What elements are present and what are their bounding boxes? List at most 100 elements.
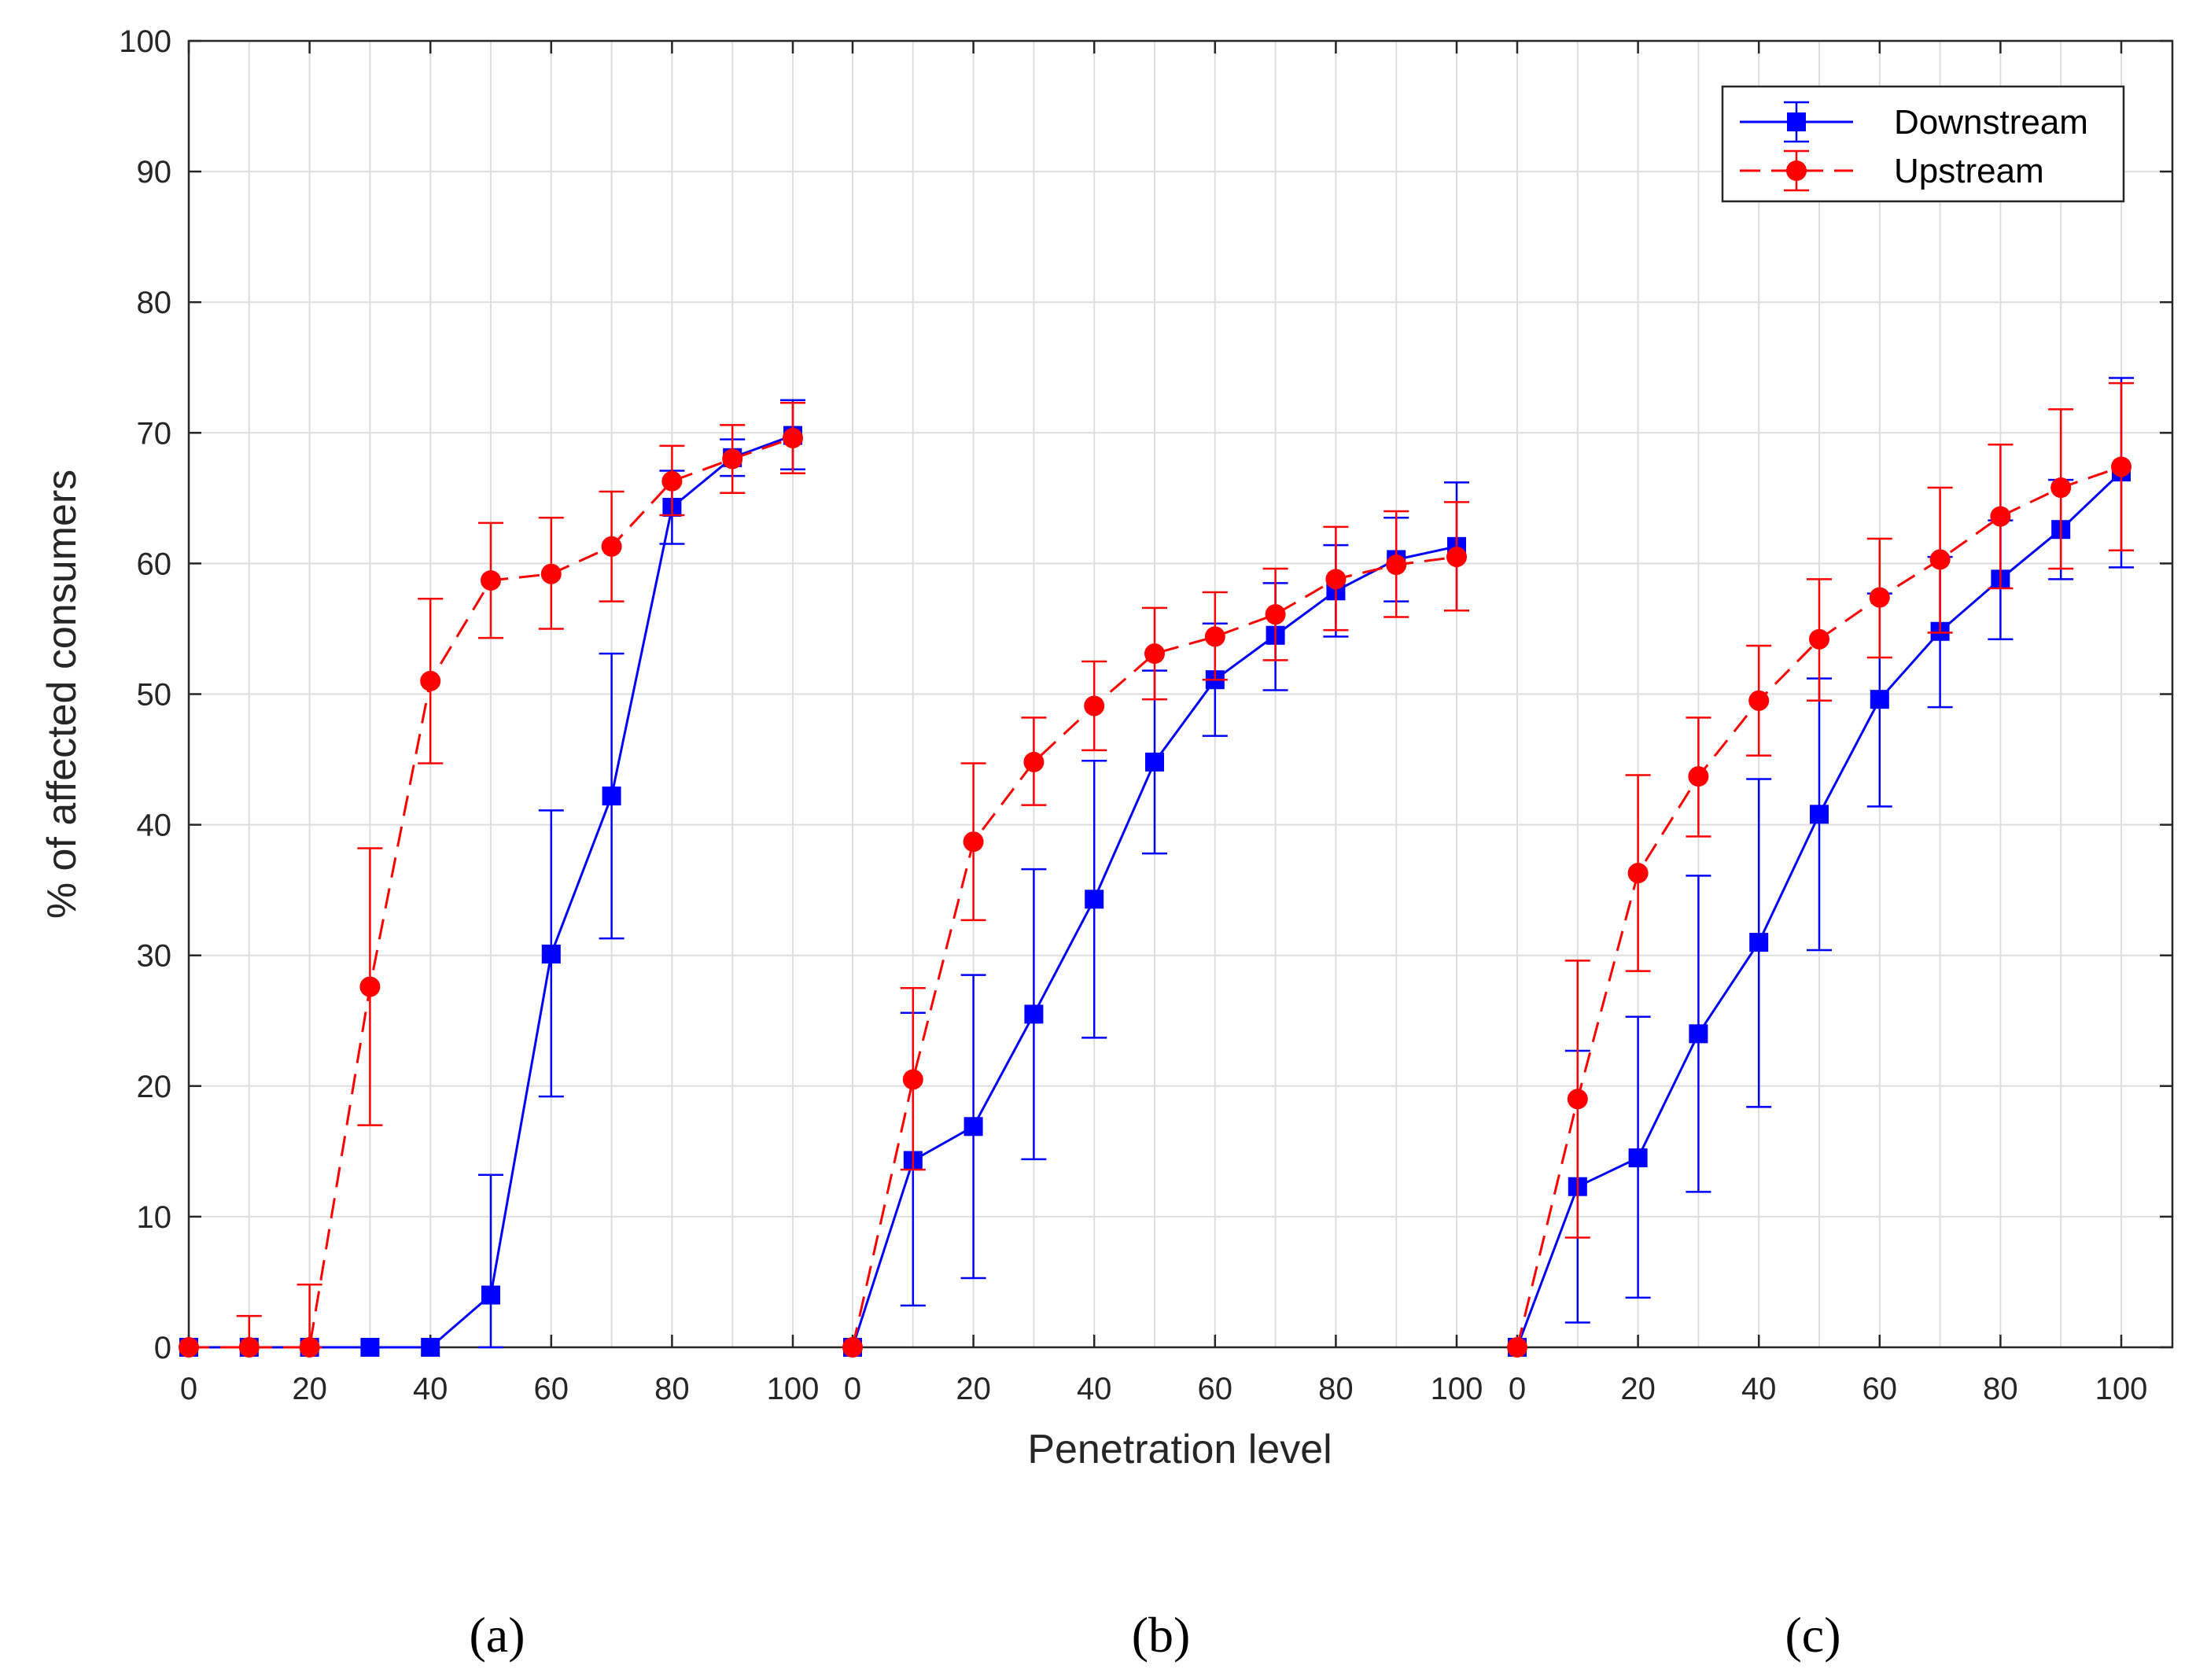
y-tick-label: 70 — [137, 416, 172, 451]
y-axis-title: % of affected consumers — [39, 470, 85, 919]
data-point-upstream — [1567, 1089, 1588, 1110]
legend-marker — [1786, 160, 1807, 181]
data-point-downstream — [541, 945, 561, 964]
data-point-upstream — [661, 470, 683, 492]
x-tick-label: 60 — [534, 1372, 569, 1406]
data-point-downstream — [481, 1285, 500, 1305]
series-upstream-panel-1 — [179, 401, 805, 1358]
x-tick-label: 20 — [1620, 1372, 1656, 1406]
x-tick-label: 100 — [767, 1372, 820, 1406]
data-point-upstream — [1265, 604, 1286, 625]
data-point-upstream — [601, 536, 622, 557]
data-point-upstream — [299, 1337, 320, 1358]
data-point-downstream — [1145, 752, 1164, 772]
y-tick-label: 90 — [137, 155, 172, 190]
data-point-upstream — [1084, 695, 1105, 717]
x-tick-label: 80 — [1983, 1372, 2018, 1406]
panel-caption: (c) — [1785, 1607, 1840, 1663]
data-point-upstream — [2111, 456, 2131, 477]
series-upstream-panel-2 — [842, 501, 1469, 1358]
x-tick-label: 60 — [1863, 1372, 1898, 1406]
data-point-upstream — [783, 427, 803, 448]
data-point-upstream — [1507, 1337, 1527, 1358]
x-tick-label: 0 — [180, 1372, 197, 1406]
data-point-upstream — [359, 976, 381, 997]
grid — [189, 41, 2172, 1347]
y-tick-label: 60 — [137, 547, 172, 581]
data-point-downstream — [1810, 805, 1829, 824]
data-series — [179, 377, 2134, 1358]
panel-captions: (a) (b) (c) — [469, 1607, 1840, 1663]
legend-label-upstream: Upstream — [1894, 152, 2044, 190]
data-point-downstream — [1689, 1024, 1708, 1044]
data-point-downstream — [602, 787, 621, 806]
data-point-upstream — [902, 1069, 923, 1090]
x-tick-label: 60 — [1198, 1372, 1233, 1406]
data-point-upstream — [1386, 554, 1407, 576]
data-point-upstream — [1144, 643, 1165, 665]
x-tick-label: 20 — [292, 1372, 327, 1406]
x-tick-label: 100 — [1431, 1372, 1483, 1406]
legend-swatch-downstream — [1740, 101, 1853, 143]
data-point-upstream — [722, 448, 743, 470]
y-tick-label: 40 — [137, 809, 172, 843]
data-point-upstream — [540, 563, 562, 584]
y-tick-label: 0 — [154, 1331, 171, 1365]
x-tick-label: 0 — [1509, 1372, 1526, 1406]
data-point-downstream — [1749, 933, 1769, 952]
x-tick-label: 80 — [1318, 1372, 1354, 1406]
data-point-upstream — [1446, 547, 1467, 568]
x-tick-label: 40 — [1741, 1372, 1777, 1406]
x-tick-label: 40 — [413, 1372, 448, 1406]
data-point-upstream — [481, 569, 501, 591]
data-point-upstream — [1809, 628, 1829, 650]
y-tick-label: 80 — [137, 286, 172, 320]
legend: Downstream Upstream — [1721, 85, 2125, 203]
panel-caption: (b) — [1132, 1607, 1191, 1663]
data-point-downstream — [421, 1338, 440, 1357]
data-point-downstream — [1870, 690, 1889, 709]
data-point-upstream — [1748, 690, 1770, 711]
legend-marker — [1787, 112, 1806, 131]
x-tick-label: 20 — [956, 1372, 991, 1406]
panel-caption: (a) — [469, 1607, 525, 1663]
data-point-upstream — [1204, 626, 1225, 647]
legend-swatch-upstream — [1740, 149, 1853, 192]
data-point-upstream — [1869, 587, 1890, 608]
legend-label-downstream: Downstream — [1894, 103, 2088, 142]
x-tick-label: 0 — [844, 1372, 861, 1406]
y-tick-label: 20 — [137, 1070, 172, 1104]
y-tick-label: 30 — [137, 939, 172, 974]
axes-box — [187, 39, 2174, 1349]
data-point-upstream — [1325, 569, 1347, 590]
data-point-upstream — [1627, 863, 1649, 884]
data-point-upstream — [1688, 766, 1709, 787]
data-point-upstream — [179, 1337, 199, 1358]
data-point-upstream — [420, 670, 441, 691]
data-point-upstream — [238, 1337, 260, 1358]
data-point-downstream — [1024, 1004, 1044, 1024]
error-bar-downstream — [478, 1173, 503, 1349]
data-point-downstream — [1628, 1148, 1648, 1168]
data-point-upstream — [1929, 549, 1951, 570]
x-axis-title: Penetration level — [1027, 1427, 1332, 1472]
data-point-upstream — [2050, 477, 2072, 499]
data-point-downstream — [963, 1117, 983, 1137]
series-line-upstream — [1516, 466, 2122, 1348]
y-tick-label: 100 — [119, 24, 171, 59]
data-point-upstream — [963, 831, 984, 853]
x-tick-label: 80 — [654, 1372, 690, 1406]
series-upstream-panel-3 — [1507, 381, 2134, 1358]
data-point-upstream — [1023, 751, 1045, 772]
axes: 0 10 20 30 40 50 60 70 80 90 100 0 20 40 60 80 100 0 20 40 6… — [119, 24, 2174, 1406]
data-point-upstream — [842, 1337, 863, 1358]
data-point-downstream — [360, 1338, 380, 1357]
y-tick-label: 50 — [137, 678, 172, 713]
y-tick-label: 10 — [137, 1200, 172, 1235]
data-point-downstream — [1085, 890, 1104, 909]
x-tick-label: 100 — [2095, 1372, 2148, 1406]
x-tick-label: 40 — [1077, 1372, 1112, 1406]
legend-box — [1721, 85, 2125, 203]
